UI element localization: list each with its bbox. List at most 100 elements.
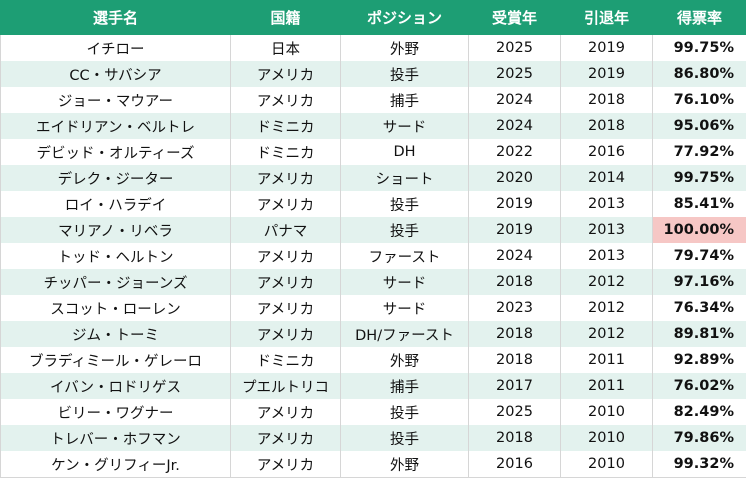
cell-vote-rate: 79.74%: [653, 243, 746, 269]
cell-vote-rate: 85.41%: [653, 191, 746, 217]
cell-position: ファースト: [341, 243, 469, 269]
header-position: ポジション: [341, 1, 469, 35]
cell-player-name: CC・サバシア: [1, 61, 231, 87]
header-nationality: 国籍: [231, 1, 341, 35]
cell-retirement-year: 2018: [561, 113, 653, 139]
cell-nationality: ドミニカ: [231, 113, 341, 139]
cell-nationality: アメリカ: [231, 61, 341, 87]
cell-player-name: エイドリアン・ベルトレ: [1, 113, 231, 139]
cell-player-name: ビリー・ワグナー: [1, 399, 231, 425]
cell-vote-rate: 99.32%: [653, 451, 746, 478]
cell-player-name: トッド・ヘルトン: [1, 243, 231, 269]
cell-position: 投手: [341, 61, 469, 87]
cell-award-year: 2023: [469, 295, 561, 321]
cell-vote-rate: 95.06%: [653, 113, 746, 139]
cell-nationality: アメリカ: [231, 243, 341, 269]
cell-award-year: 2019: [469, 191, 561, 217]
cell-nationality: ドミニカ: [231, 347, 341, 373]
cell-position: 捕手: [341, 87, 469, 113]
cell-vote-rate: 97.16%: [653, 269, 746, 295]
cell-award-year: 2025: [469, 399, 561, 425]
cell-vote-rate: 79.86%: [653, 425, 746, 451]
cell-retirement-year: 2012: [561, 295, 653, 321]
table-header: 選手名 国籍 ポジション 受賞年 引退年 得票率: [1, 1, 746, 35]
cell-position: 外野: [341, 347, 469, 373]
cell-retirement-year: 2016: [561, 139, 653, 165]
cell-player-name: デビッド・オルティーズ: [1, 139, 231, 165]
cell-position: ショート: [341, 165, 469, 191]
cell-nationality: ドミニカ: [231, 139, 341, 165]
cell-nationality: アメリカ: [231, 191, 341, 217]
cell-retirement-year: 2012: [561, 269, 653, 295]
cell-vote-rate: 77.92%: [653, 139, 746, 165]
cell-retirement-year: 2011: [561, 347, 653, 373]
cell-nationality: 日本: [231, 35, 341, 62]
cell-position: DH/ファースト: [341, 321, 469, 347]
cell-player-name: ブラディミール・ゲレーロ: [1, 347, 231, 373]
cell-nationality: アメリカ: [231, 87, 341, 113]
cell-retirement-year: 2019: [561, 61, 653, 87]
cell-position: 外野: [341, 451, 469, 478]
cell-position: 投手: [341, 399, 469, 425]
cell-vote-rate: 89.81%: [653, 321, 746, 347]
cell-award-year: 2024: [469, 87, 561, 113]
cell-retirement-year: 2019: [561, 35, 653, 62]
cell-retirement-year: 2010: [561, 425, 653, 451]
cell-nationality: アメリカ: [231, 425, 341, 451]
cell-player-name: チッパー・ジョーンズ: [1, 269, 231, 295]
cell-award-year: 2018: [469, 269, 561, 295]
cell-nationality: アメリカ: [231, 321, 341, 347]
cell-position: 投手: [341, 425, 469, 451]
cell-nationality: パナマ: [231, 217, 341, 243]
cell-position: DH: [341, 139, 469, 165]
cell-vote-rate: 92.89%: [653, 347, 746, 373]
cell-retirement-year: 2010: [561, 399, 653, 425]
cell-retirement-year: 2013: [561, 243, 653, 269]
cell-award-year: 2016: [469, 451, 561, 478]
cell-position: 投手: [341, 217, 469, 243]
cell-player-name: ロイ・ハラデイ: [1, 191, 231, 217]
cell-player-name: トレバー・ホフマン: [1, 425, 231, 451]
cell-player-name: ジョー・マウアー: [1, 87, 231, 113]
cell-award-year: 2022: [469, 139, 561, 165]
cell-nationality: アメリカ: [231, 269, 341, 295]
cell-player-name: マリアノ・リベラ: [1, 217, 231, 243]
cell-award-year: 2024: [469, 243, 561, 269]
cell-retirement-year: 2014: [561, 165, 653, 191]
cell-player-name: イバン・ロドリゲス: [1, 373, 231, 399]
cell-nationality: アメリカ: [231, 165, 341, 191]
cell-position: サード: [341, 113, 469, 139]
cell-award-year: 2025: [469, 35, 561, 62]
cell-vote-rate: 76.10%: [653, 87, 746, 113]
cell-vote-rate: 76.02%: [653, 373, 746, 399]
cell-vote-rate: 86.80%: [653, 61, 746, 87]
cell-nationality: アメリカ: [231, 295, 341, 321]
cell-vote-rate: 100.00%: [653, 217, 746, 243]
header-award-year: 受賞年: [469, 1, 561, 35]
cell-position: サード: [341, 295, 469, 321]
cell-award-year: 2019: [469, 217, 561, 243]
cell-position: 捕手: [341, 373, 469, 399]
cell-award-year: 2024: [469, 113, 561, 139]
cell-award-year: 2018: [469, 321, 561, 347]
header-player-name: 選手名: [1, 1, 231, 35]
cell-player-name: イチロー: [1, 35, 231, 62]
header-retirement-year: 引退年: [561, 1, 653, 35]
cell-vote-rate: 99.75%: [653, 35, 746, 62]
cell-retirement-year: 2018: [561, 87, 653, 113]
